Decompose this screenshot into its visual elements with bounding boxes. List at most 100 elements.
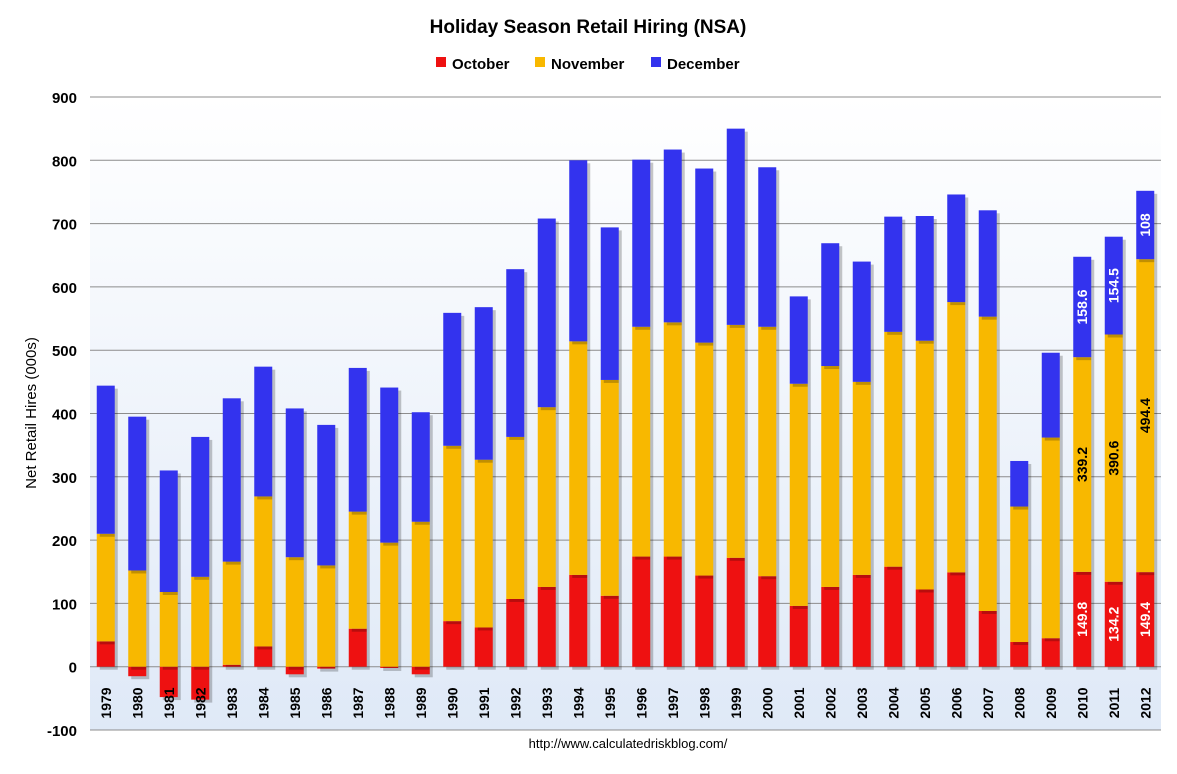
y-tick-label: 800: [52, 153, 77, 170]
bar-november-1984: [254, 496, 273, 647]
bar-november-2011: [1104, 334, 1123, 582]
bar-shadow: [320, 669, 339, 672]
x-tick-label: 1987: [350, 687, 366, 718]
bar-december-1982: [191, 436, 210, 577]
x-tick-label: 1999: [728, 687, 744, 718]
x-tick-label: 1997: [665, 687, 681, 718]
bar-october-2009: [1041, 638, 1060, 667]
bar-october-2008: [1010, 642, 1029, 667]
bar-december-1987: [348, 367, 367, 512]
bar-october-2012: [1136, 572, 1155, 667]
data-label: 108: [1137, 213, 1153, 237]
bar-october-1993: [537, 586, 556, 667]
bar-december-2004: [884, 216, 903, 332]
bar-october-1984: [254, 646, 273, 667]
y-tick-label: 900: [52, 90, 77, 107]
bar-december-2011: [1104, 236, 1123, 335]
y-axis-ticks: -100 0 100 200 300 400 500 600 700 800 900: [47, 90, 77, 740]
y-tick-label: 200: [52, 533, 77, 550]
bar-november-1983: [222, 561, 241, 665]
data-label: 154.5: [1106, 268, 1122, 303]
bar-october-2007: [978, 610, 997, 667]
bar-november-2002: [821, 366, 840, 587]
x-axis-ticks: 1979 1980 1981 1982 1983 1984 1985 1986 1987 1988…: [98, 687, 1154, 718]
x-tick-label: 2009: [1043, 687, 1059, 718]
bar-october-1980: [128, 666, 147, 677]
x-tick-label: 1990: [444, 687, 460, 718]
legend: October November December: [436, 56, 740, 73]
bar-november-2006: [947, 302, 966, 573]
bar-october-2011: [1104, 581, 1123, 667]
bars: [96, 128, 1158, 703]
bar-december-1986: [317, 424, 336, 566]
bar-november-1998: [695, 342, 714, 576]
y-tick-label: 300: [52, 470, 77, 487]
x-tick-label: 1983: [224, 687, 240, 718]
x-tick-label: 1981: [161, 687, 177, 718]
bar-december-2009: [1041, 352, 1060, 438]
x-tick-label: 2003: [854, 687, 870, 718]
bar-october-1995: [600, 595, 619, 667]
bar-october-2010: [1073, 571, 1092, 667]
bar-december-2003: [852, 261, 871, 382]
x-tick-label: 1992: [507, 687, 523, 718]
bar-november-1985: [285, 557, 304, 667]
bar-october-1988: [380, 666, 399, 668]
bar-december-1998: [695, 168, 714, 343]
bar-november-1980: [128, 570, 147, 667]
bar-december-2001: [789, 296, 808, 384]
bar-november-2003: [852, 381, 871, 575]
legend-swatch-october: [436, 57, 446, 67]
y-axis-label: Net Retail Hires (000s): [23, 337, 40, 489]
y-tick-label: 100: [52, 596, 77, 613]
bar-december-1994: [569, 160, 588, 342]
bar-october-2000: [758, 576, 777, 667]
bar-november-1979: [96, 533, 115, 642]
bar-december-1999: [726, 128, 745, 325]
bar-november-2001: [789, 383, 808, 606]
bar-december-2007: [978, 210, 997, 317]
bar-december-1985: [285, 408, 304, 558]
x-tick-label: 2011: [1106, 688, 1122, 719]
bar-october-1979: [96, 641, 115, 667]
data-label: 134.2: [1106, 607, 1122, 642]
bar-october-1998: [695, 575, 714, 667]
data-label: 494.4: [1137, 398, 1153, 433]
y-tick-label: 700: [52, 217, 77, 234]
x-tick-label: 2012: [1137, 687, 1153, 718]
bar-october-1996: [632, 556, 651, 667]
bar-november-1993: [537, 407, 556, 587]
bar-october-1982: [191, 666, 210, 700]
data-label: 149.4: [1137, 602, 1153, 637]
bar-november-1991: [474, 459, 493, 628]
bar-november-1995: [600, 379, 619, 596]
bar-november-2007: [978, 316, 997, 611]
bar-december-2000: [758, 167, 777, 327]
bar-december-2010: [1073, 256, 1092, 358]
bar-november-1990: [443, 445, 462, 622]
bar-december-1988: [380, 387, 399, 543]
bar-november-2005: [915, 340, 934, 590]
data-label: 390.6: [1106, 440, 1122, 475]
bar-november-2004: [884, 331, 903, 567]
bar-december-2002: [821, 243, 840, 367]
bar-november-1999: [726, 324, 745, 558]
bar-october-1991: [474, 627, 493, 667]
bar-october-1990: [443, 621, 462, 667]
bar-october-1999: [726, 557, 745, 667]
bar-december-1997: [663, 149, 682, 323]
bar-november-2010: [1073, 357, 1092, 572]
data-labels: 149.8 339.2 158.6 134.2 390.6 154.5 149.4 494.4…: [1074, 213, 1153, 642]
bar-december-1981: [159, 470, 178, 593]
bar-november-1989: [411, 521, 430, 667]
bar-november-1996: [632, 326, 651, 557]
bar-december-1996: [632, 159, 651, 327]
y-tick-label: 600: [52, 280, 77, 297]
bar-october-1986: [317, 666, 336, 669]
bar-november-1987: [348, 511, 367, 629]
bar-november-2008: [1010, 506, 1029, 643]
legend-swatch-december: [651, 57, 661, 67]
data-label: 339.2: [1074, 447, 1090, 482]
chart-title: Holiday Season Retail Hiring (NSA): [430, 17, 747, 38]
